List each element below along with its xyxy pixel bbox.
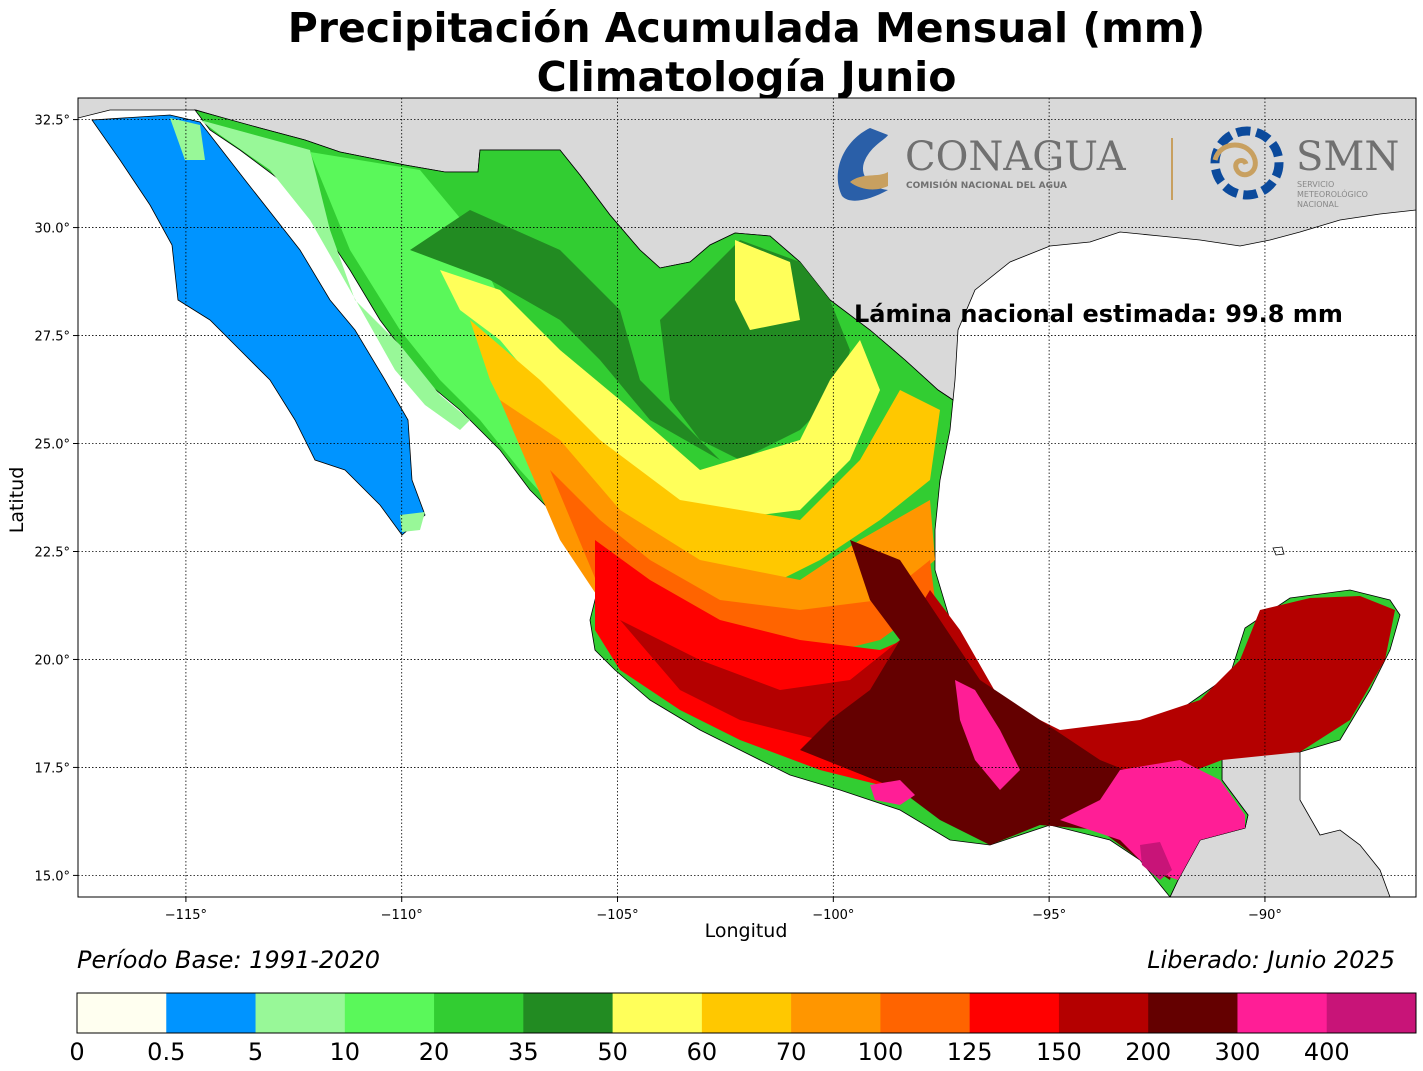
longitude-ticks: −115° −110° −105° −100° −95° −90° <box>165 897 1282 923</box>
colorbar-label: 0.5 <box>147 1038 185 1066</box>
conagua-subtitle: COMISIÓN NACIONAL DEL AGUA <box>906 179 1067 191</box>
colorbar-label: 0 <box>69 1038 84 1066</box>
lon-tick-label: −110° <box>381 908 423 923</box>
colorbar-swatch <box>612 993 703 1033</box>
colorbar-label: 70 <box>776 1038 807 1066</box>
colorbar-label: 200 <box>1125 1038 1171 1066</box>
colorbar-label: 35 <box>508 1038 539 1066</box>
lat-tick-label: 22.5° <box>35 545 70 560</box>
map-title: Precipitación Acumulada Mensual (mm) <box>287 4 1206 52</box>
map-subtitle: Climatología Junio <box>536 53 957 101</box>
conagua-wordmark: CONAGUA <box>905 134 1127 180</box>
smn-logo: SMN SERVICIO METEOROLÓGICO NACIONAL <box>1210 126 1399 209</box>
colorbar-label: 20 <box>419 1038 450 1066</box>
colorbar-swatch <box>969 993 1060 1033</box>
colorbar-swatch <box>791 993 881 1033</box>
zone-purple <box>1140 842 1172 880</box>
precipitation-map: −115° −110° −105° −100° −95° −90° 32.5° 30.0° 2… <box>6 97 1417 942</box>
zone-magenta-gro <box>870 780 915 805</box>
colorbar-label: 125 <box>947 1038 993 1066</box>
colorbar-frame <box>76 992 1417 1034</box>
lat-tick-label: 27.5° <box>35 330 70 345</box>
zone-north-yellow <box>440 270 880 520</box>
lat-tick-label: 15.0° <box>35 869 70 884</box>
conagua-wave-icon <box>850 172 888 190</box>
map-gridlines <box>78 98 1416 897</box>
colorbar-swatch <box>1148 993 1238 1033</box>
lon-tick-label: −95° <box>1032 908 1066 923</box>
lon-tick-label: −100° <box>812 908 854 923</box>
colorbar-label: 300 <box>1215 1038 1261 1066</box>
smn-spiral-icon <box>1212 142 1258 178</box>
lat-tick-label: 17.5° <box>35 761 70 776</box>
zone-maroon <box>800 540 1190 880</box>
map-frame <box>77 97 1417 898</box>
lon-tick-label: −90° <box>1248 908 1282 923</box>
colorbar-swatch <box>166 993 257 1033</box>
lat-tick-label: 30.0° <box>35 222 70 237</box>
zone-desert-nw <box>200 120 470 430</box>
lon-tick-label: −115° <box>165 908 207 923</box>
colorbar-swatch <box>523 993 614 1033</box>
smn-wordmark: SMN <box>1296 134 1399 180</box>
colorbar-swatch <box>255 993 346 1033</box>
lat-tick-label: 32.5° <box>35 114 70 129</box>
colorbar-label: 400 <box>1304 1038 1350 1066</box>
lon-tick-label: −105° <box>596 908 638 923</box>
colorbar-swatch <box>434 993 524 1033</box>
colorbar-labels: 0 0.5 5 10 20 35 50 60 70 100 125 150 200 300 400 <box>69 1038 1349 1066</box>
zone-darkred <box>620 590 1395 810</box>
smn-gear-icon <box>1210 126 1284 200</box>
colorbar-label: 60 <box>687 1038 718 1066</box>
conagua-logo: CONAGUA COMISIÓN NACIONAL DEL AGUA <box>837 128 1173 201</box>
colorbar-swatch <box>1237 993 1328 1033</box>
colorbar-swatch <box>880 993 971 1033</box>
colorbar-label: 150 <box>1036 1038 1082 1066</box>
colorbar-swatch <box>1058 993 1149 1033</box>
latitude-ticks: 32.5° 30.0° 27.5° 25.0° 22.5° 20.0° 17.5° 15.0° <box>35 114 78 884</box>
lat-tick-label: 25.0° <box>35 438 70 453</box>
baja-zone-b <box>170 118 205 160</box>
zone-sierra-green <box>410 210 720 460</box>
zone-magenta-tab <box>1060 760 1245 880</box>
zone-magenta <box>955 680 1020 790</box>
baja-zone-c <box>400 512 425 532</box>
x-axis-label: Longitud <box>705 920 788 942</box>
colorbar-swatch <box>701 993 792 1033</box>
smn-subtitle-3: NACIONAL <box>1297 200 1339 209</box>
y-axis-label: Latitud <box>6 467 28 534</box>
national-estimate-annotation: Lámina nacional estimada: 99.8 mm <box>854 300 1343 328</box>
colorbar-label: 50 <box>597 1038 628 1066</box>
colorbar-label: 5 <box>248 1038 263 1066</box>
baja-california <box>91 114 426 536</box>
colorbar-label: 10 <box>330 1038 361 1066</box>
base-period-text: Período Base: 1991-2020 <box>77 946 380 974</box>
colorbar-swatches <box>77 993 1417 1033</box>
zone-coahuila <box>660 240 850 460</box>
colorbar-swatch <box>77 993 167 1033</box>
colorbar-swatch <box>1326 993 1417 1033</box>
colorbar-label: 100 <box>857 1038 903 1066</box>
smn-subtitle-2: METEOROLÓGICO <box>1297 188 1368 199</box>
zone-nl-yellow <box>735 240 800 330</box>
release-date-text: Liberado: Junio 2025 <box>1147 946 1395 974</box>
cuba-land <box>1272 546 1285 556</box>
lat-tick-label: 20.0° <box>35 653 70 668</box>
conagua-eagle-icon <box>837 128 888 201</box>
smn-subtitle-1: SERVICIO <box>1297 180 1334 189</box>
colorbar-swatch <box>344 993 435 1033</box>
